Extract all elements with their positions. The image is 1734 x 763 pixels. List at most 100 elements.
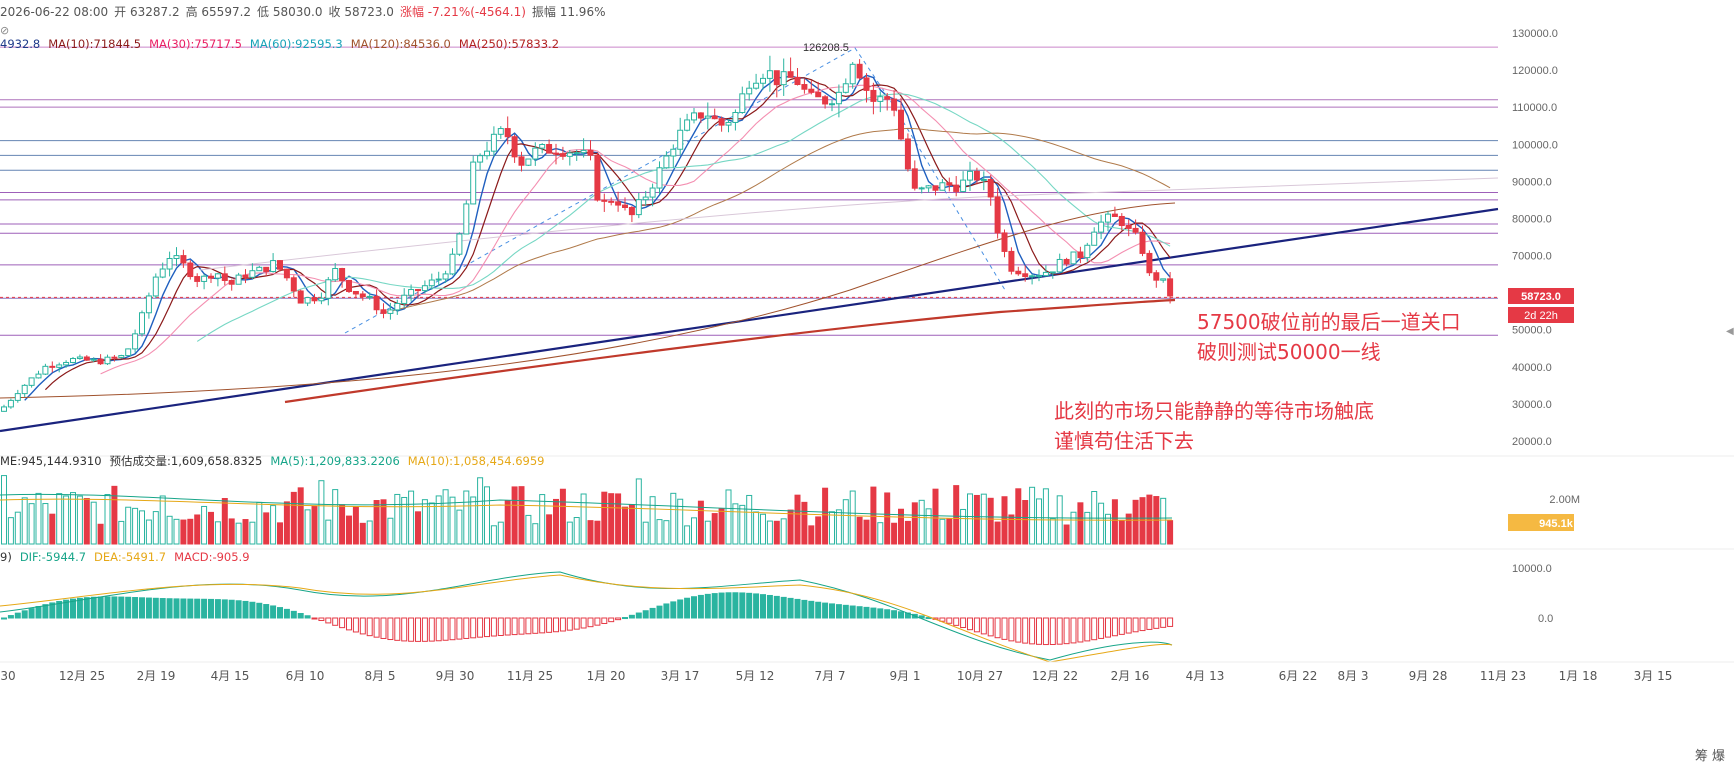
volume-bar (953, 485, 960, 545)
volume-bar (56, 493, 63, 545)
volume-bar (63, 495, 70, 545)
macd-bar (76, 597, 83, 619)
macd-bar (104, 596, 111, 619)
volume-bar (270, 505, 277, 545)
macd-bar (697, 594, 704, 619)
volume-bar (553, 498, 559, 545)
volume-bar (870, 486, 877, 545)
macd-bar (573, 617, 580, 630)
candle-body (532, 147, 539, 160)
candle-body (1049, 271, 1056, 274)
volume-bar (104, 494, 111, 545)
header-field: 低 58030.0 (257, 5, 322, 19)
volume-bar (35, 492, 42, 545)
macd-bar (622, 617, 628, 620)
volume-bar (891, 522, 898, 545)
volume-bar (311, 505, 318, 545)
candle-body (28, 377, 35, 386)
macd-bar (449, 617, 456, 641)
candle-body (829, 103, 835, 106)
candle-body (394, 302, 401, 311)
macd-bar (649, 607, 656, 619)
macd-bar (1015, 617, 1022, 643)
candle-body (380, 309, 387, 314)
volume-bar (332, 489, 339, 545)
candle-body (304, 297, 311, 304)
candle-body (566, 152, 573, 157)
candle-body (932, 185, 939, 191)
candle-body (684, 119, 691, 131)
macd-bar (283, 608, 290, 619)
volume-bar (214, 521, 221, 545)
candle-body (594, 154, 601, 201)
macd-bar (304, 615, 311, 619)
volume-bar (656, 519, 663, 545)
macd-bar (1022, 617, 1029, 644)
horizontal-levels (0, 46, 1498, 336)
volume-bar (70, 492, 76, 545)
macd-bar (421, 617, 428, 642)
macd-bar (1049, 617, 1056, 645)
macd-bar (960, 617, 967, 629)
volume-bar (1, 475, 7, 545)
macd-bar (546, 617, 553, 633)
candle-body (1139, 231, 1146, 254)
candle-body (145, 295, 152, 314)
candle-body (953, 184, 960, 192)
candle-body (808, 88, 815, 93)
volume-bar (725, 489, 732, 545)
price-tag-value: 58723.0 (1521, 291, 1561, 303)
volume-bar (132, 507, 139, 545)
macd-bar (1160, 617, 1167, 628)
macd-bar (1139, 617, 1146, 632)
volume-bar (463, 490, 470, 545)
volume-ma10-line (0, 498, 1173, 521)
macd-bar (490, 617, 497, 637)
candle-body (263, 266, 270, 272)
volume-bar (532, 523, 539, 545)
ma-line (383, 127, 1171, 314)
macd-bar (1042, 617, 1049, 646)
volume-bar (918, 499, 925, 545)
candle-body (1, 406, 7, 412)
candle-body (904, 138, 911, 170)
macd-bar (21, 610, 28, 619)
volume-bar (801, 501, 808, 545)
volume-bar (904, 520, 911, 545)
legend-item: 预估成交量:1,609,658.8325 (110, 454, 263, 468)
price-tick-label: 110000.0 (1512, 102, 1557, 114)
volume-bar (925, 508, 932, 545)
macd-bar (877, 608, 884, 619)
macd-bar (270, 605, 277, 619)
candle-body (787, 71, 794, 78)
volume-bar (145, 519, 152, 545)
time-tick-label: 9月 1 (889, 669, 920, 683)
macd-bar (221, 599, 228, 619)
volume-bar (1063, 524, 1070, 545)
candle-body (63, 361, 70, 366)
volume-bar (628, 504, 635, 545)
volume-bars (0, 475, 1174, 545)
macd-legend: 9) DIF:-5944.7 DEA:-5491.7 MACD:-905.9 (0, 550, 250, 564)
candle-body (83, 356, 90, 361)
volume-bar (863, 519, 870, 545)
volume-bar (884, 492, 891, 545)
time-tick-label: 12月 25 (59, 669, 105, 683)
candle-body (884, 96, 891, 100)
time-tick-label: 10月 27 (957, 669, 1003, 683)
volume-bar (663, 520, 670, 545)
header-field: 振幅 11.96% (532, 4, 606, 19)
candle-body (132, 333, 139, 350)
ma-line (24, 74, 1171, 401)
legend-item: 9) (0, 550, 12, 564)
trend-lines (0, 47, 1499, 433)
candle-body (490, 133, 497, 152)
volume-bar (642, 521, 649, 545)
volume-bar (1036, 498, 1042, 545)
candle-body (608, 200, 615, 203)
candle-body (539, 144, 546, 149)
candle-body (166, 258, 173, 270)
volume-bar (1070, 511, 1077, 545)
candle-body (173, 255, 180, 260)
